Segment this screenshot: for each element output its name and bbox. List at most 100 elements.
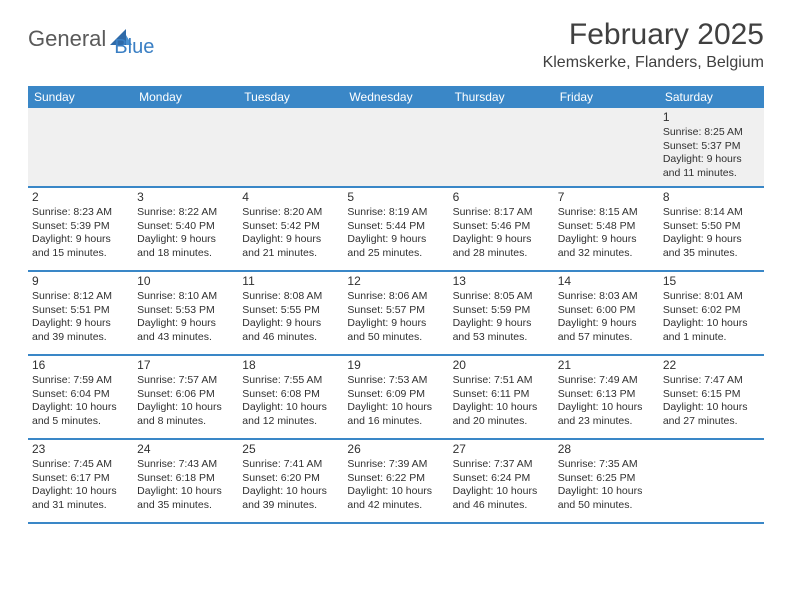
daylight-text: Daylight: 9 hours and 39 minutes.	[32, 317, 129, 344]
day-number: 7	[558, 190, 655, 206]
day-cell: 11Sunrise: 8:08 AMSunset: 5:55 PMDayligh…	[238, 272, 343, 354]
daylight-text: Daylight: 9 hours and 21 minutes.	[242, 233, 339, 260]
daylight-text: Daylight: 9 hours and 35 minutes.	[663, 233, 760, 260]
day-number: 5	[347, 190, 444, 206]
daylight-text: Daylight: 9 hours and 15 minutes.	[32, 233, 129, 260]
sunrise-text: Sunrise: 8:06 AM	[347, 290, 444, 303]
daylight-text: Daylight: 10 hours and 8 minutes.	[137, 401, 234, 428]
sunrise-text: Sunrise: 7:47 AM	[663, 374, 760, 387]
day-number: 11	[242, 274, 339, 290]
sunset-text: Sunset: 5:40 PM	[137, 220, 234, 233]
day-cell: 6Sunrise: 8:17 AMSunset: 5:46 PMDaylight…	[449, 188, 554, 270]
logo: General Blue	[28, 18, 154, 59]
sunset-text: Sunset: 6:04 PM	[32, 388, 129, 401]
sunrise-text: Sunrise: 7:39 AM	[347, 458, 444, 471]
sunset-text: Sunset: 6:15 PM	[663, 388, 760, 401]
daylight-text: Daylight: 10 hours and 16 minutes.	[347, 401, 444, 428]
day-number: 1	[663, 110, 760, 126]
day-cell	[133, 108, 238, 186]
day-cell	[28, 108, 133, 186]
day-number: 2	[32, 190, 129, 206]
daylight-text: Daylight: 9 hours and 53 minutes.	[453, 317, 550, 344]
daylight-text: Daylight: 9 hours and 50 minutes.	[347, 317, 444, 344]
day-cell	[449, 108, 554, 186]
sunset-text: Sunset: 6:18 PM	[137, 472, 234, 485]
sunrise-text: Sunrise: 7:43 AM	[137, 458, 234, 471]
sunrise-text: Sunrise: 8:05 AM	[453, 290, 550, 303]
day-number: 3	[137, 190, 234, 206]
daylight-text: Daylight: 10 hours and 39 minutes.	[242, 485, 339, 512]
sunrise-text: Sunrise: 8:17 AM	[453, 206, 550, 219]
day-number: 22	[663, 358, 760, 374]
sunrise-text: Sunrise: 8:19 AM	[347, 206, 444, 219]
sunset-text: Sunset: 6:20 PM	[242, 472, 339, 485]
logo-text-blue: Blue	[114, 36, 154, 59]
sunset-text: Sunset: 6:00 PM	[558, 304, 655, 317]
sunrise-text: Sunrise: 8:12 AM	[32, 290, 129, 303]
sunset-text: Sunset: 5:59 PM	[453, 304, 550, 317]
weekday-header-cell: Tuesday	[238, 86, 343, 108]
sunrise-text: Sunrise: 8:03 AM	[558, 290, 655, 303]
day-cell: 13Sunrise: 8:05 AMSunset: 5:59 PMDayligh…	[449, 272, 554, 354]
day-cell: 17Sunrise: 7:57 AMSunset: 6:06 PMDayligh…	[133, 356, 238, 438]
day-cell: 28Sunrise: 7:35 AMSunset: 6:25 PMDayligh…	[554, 440, 659, 522]
sunset-text: Sunset: 6:25 PM	[558, 472, 655, 485]
day-cell: 22Sunrise: 7:47 AMSunset: 6:15 PMDayligh…	[659, 356, 764, 438]
sunset-text: Sunset: 6:11 PM	[453, 388, 550, 401]
day-number: 25	[242, 442, 339, 458]
sunrise-text: Sunrise: 7:41 AM	[242, 458, 339, 471]
sunset-text: Sunset: 5:48 PM	[558, 220, 655, 233]
day-number: 20	[453, 358, 550, 374]
sunrise-text: Sunrise: 7:45 AM	[32, 458, 129, 471]
sunset-text: Sunset: 5:42 PM	[242, 220, 339, 233]
daylight-text: Daylight: 9 hours and 18 minutes.	[137, 233, 234, 260]
week-row: 2Sunrise: 8:23 AMSunset: 5:39 PMDaylight…	[28, 188, 764, 272]
day-number: 28	[558, 442, 655, 458]
day-number: 19	[347, 358, 444, 374]
day-number: 23	[32, 442, 129, 458]
daylight-text: Daylight: 10 hours and 50 minutes.	[558, 485, 655, 512]
day-cell: 5Sunrise: 8:19 AMSunset: 5:44 PMDaylight…	[343, 188, 448, 270]
location-text: Klemskerke, Flanders, Belgium	[543, 54, 764, 72]
day-cell	[659, 440, 764, 522]
week-row: 9Sunrise: 8:12 AMSunset: 5:51 PMDaylight…	[28, 272, 764, 356]
day-cell: 21Sunrise: 7:49 AMSunset: 6:13 PMDayligh…	[554, 356, 659, 438]
sunset-text: Sunset: 5:44 PM	[347, 220, 444, 233]
day-cell: 23Sunrise: 7:45 AMSunset: 6:17 PMDayligh…	[28, 440, 133, 522]
day-number: 12	[347, 274, 444, 290]
sunrise-text: Sunrise: 7:49 AM	[558, 374, 655, 387]
sunset-text: Sunset: 5:51 PM	[32, 304, 129, 317]
day-cell: 16Sunrise: 7:59 AMSunset: 6:04 PMDayligh…	[28, 356, 133, 438]
sunrise-text: Sunrise: 8:01 AM	[663, 290, 760, 303]
daylight-text: Daylight: 9 hours and 46 minutes.	[242, 317, 339, 344]
sunrise-text: Sunrise: 7:37 AM	[453, 458, 550, 471]
logo-text-general: General	[28, 26, 106, 52]
day-number: 10	[137, 274, 234, 290]
day-number: 14	[558, 274, 655, 290]
day-number: 26	[347, 442, 444, 458]
day-cell: 14Sunrise: 8:03 AMSunset: 6:00 PMDayligh…	[554, 272, 659, 354]
day-number: 15	[663, 274, 760, 290]
sunset-text: Sunset: 6:24 PM	[453, 472, 550, 485]
sunset-text: Sunset: 5:57 PM	[347, 304, 444, 317]
day-cell: 20Sunrise: 7:51 AMSunset: 6:11 PMDayligh…	[449, 356, 554, 438]
sunset-text: Sunset: 6:22 PM	[347, 472, 444, 485]
day-cell: 1Sunrise: 8:25 AMSunset: 5:37 PMDaylight…	[659, 108, 764, 186]
sunset-text: Sunset: 5:55 PM	[242, 304, 339, 317]
sunrise-text: Sunrise: 7:53 AM	[347, 374, 444, 387]
sunset-text: Sunset: 6:17 PM	[32, 472, 129, 485]
day-cell: 24Sunrise: 7:43 AMSunset: 6:18 PMDayligh…	[133, 440, 238, 522]
day-cell: 9Sunrise: 8:12 AMSunset: 5:51 PMDaylight…	[28, 272, 133, 354]
sunset-text: Sunset: 5:50 PM	[663, 220, 760, 233]
weekday-header-cell: Wednesday	[343, 86, 448, 108]
daylight-text: Daylight: 10 hours and 42 minutes.	[347, 485, 444, 512]
day-cell: 8Sunrise: 8:14 AMSunset: 5:50 PMDaylight…	[659, 188, 764, 270]
weeks-container: 1Sunrise: 8:25 AMSunset: 5:37 PMDaylight…	[28, 108, 764, 524]
sunrise-text: Sunrise: 8:10 AM	[137, 290, 234, 303]
daylight-text: Daylight: 9 hours and 57 minutes.	[558, 317, 655, 344]
daylight-text: Daylight: 10 hours and 35 minutes.	[137, 485, 234, 512]
sunset-text: Sunset: 5:46 PM	[453, 220, 550, 233]
daylight-text: Daylight: 9 hours and 28 minutes.	[453, 233, 550, 260]
week-row: 1Sunrise: 8:25 AMSunset: 5:37 PMDaylight…	[28, 108, 764, 188]
day-cell: 15Sunrise: 8:01 AMSunset: 6:02 PMDayligh…	[659, 272, 764, 354]
